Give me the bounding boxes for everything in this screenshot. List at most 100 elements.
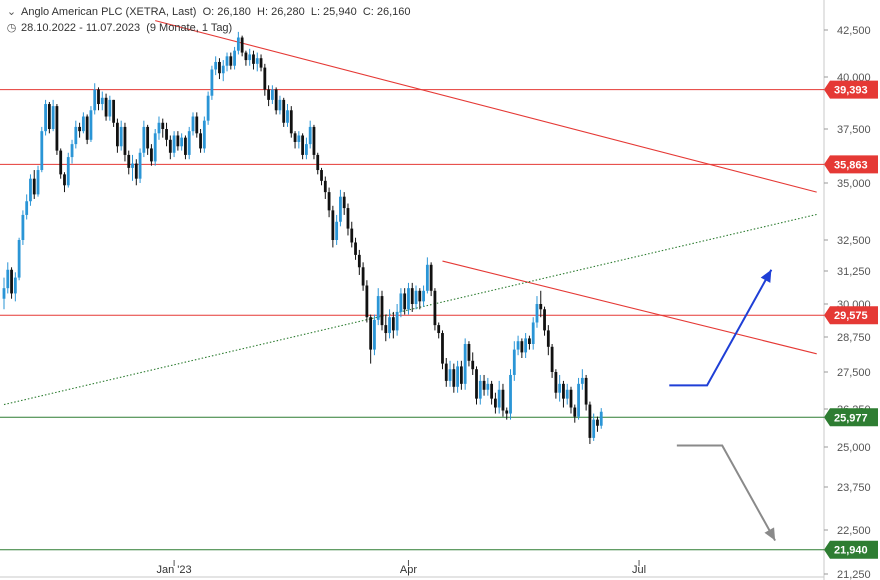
candle <box>180 133 184 151</box>
candle <box>588 401 592 444</box>
scenario-arrows <box>669 269 776 542</box>
candle-body <box>441 333 444 364</box>
candle <box>10 267 13 299</box>
candle <box>293 131 297 149</box>
candle <box>459 360 463 390</box>
candle <box>342 192 346 215</box>
candle-body <box>577 383 580 417</box>
candle <box>448 360 452 387</box>
candle-body <box>395 311 399 331</box>
candle-body <box>444 363 448 381</box>
candle <box>478 374 482 405</box>
candle <box>138 148 142 183</box>
candle-body <box>210 69 214 96</box>
candle <box>165 122 168 147</box>
candle <box>176 131 180 151</box>
candle-body <box>229 56 233 66</box>
candle <box>146 124 150 155</box>
candle <box>59 148 63 179</box>
candle <box>327 187 331 218</box>
level-price-labels: 39,393 35,863 29,575 25,977 21,940 <box>824 80 878 559</box>
candle <box>70 139 74 164</box>
candle <box>172 131 176 158</box>
candle <box>456 360 459 393</box>
candle <box>388 309 391 339</box>
candle-body <box>308 126 312 145</box>
level-label-box <box>824 540 878 559</box>
candle-body <box>354 242 357 255</box>
candle <box>467 341 471 367</box>
candle <box>376 288 380 326</box>
candle <box>195 112 199 138</box>
candle <box>569 386 573 414</box>
candle <box>573 404 577 423</box>
candle <box>452 363 456 393</box>
level-label-box <box>824 408 878 427</box>
candle <box>501 383 505 417</box>
candle <box>32 170 36 199</box>
candle-body <box>236 37 240 51</box>
level-label-resistance: 39,393 <box>824 80 878 99</box>
candle <box>403 288 407 315</box>
candle <box>63 172 66 193</box>
candle <box>399 288 403 318</box>
candle-body <box>81 116 85 132</box>
candle-body <box>195 116 199 134</box>
candle-body <box>418 290 422 302</box>
candle-body <box>270 89 274 100</box>
candle-body <box>161 122 165 129</box>
candle <box>339 189 342 227</box>
candle-body <box>346 208 350 229</box>
candle <box>214 56 218 76</box>
candle-body <box>123 126 127 155</box>
candle-body <box>342 196 346 209</box>
candle <box>380 290 384 331</box>
candle-body <box>286 110 289 123</box>
candle <box>51 99 55 132</box>
y-tick-label: 32,500 <box>837 235 871 247</box>
candle-body <box>592 419 596 438</box>
candle-body <box>490 383 494 399</box>
y-tick-label: 25,000 <box>837 442 871 454</box>
candle-body <box>554 372 558 393</box>
candle-body <box>373 319 376 350</box>
candle <box>286 104 289 127</box>
candle <box>444 358 448 387</box>
candle <box>278 95 282 115</box>
candle-body <box>97 89 100 105</box>
candle <box>494 392 497 414</box>
candle <box>97 87 100 111</box>
candle-body <box>365 285 369 318</box>
candle-body <box>335 221 339 240</box>
level-label-resistance: 29,575 <box>824 306 878 325</box>
candle-body <box>516 341 520 350</box>
candle-body <box>51 106 55 129</box>
candle-body <box>316 154 320 171</box>
candle <box>218 58 221 80</box>
candle <box>267 85 270 107</box>
candle <box>354 237 357 260</box>
level-label-text: 25,977 <box>834 412 868 424</box>
candle-body <box>475 369 478 399</box>
candle <box>539 290 543 318</box>
scenario-bearish-path <box>676 444 776 542</box>
candle-body <box>138 152 142 179</box>
candle-body <box>199 133 202 149</box>
candle-body <box>482 380 486 390</box>
candle <box>512 341 516 381</box>
candle <box>289 106 293 138</box>
candle-body <box>70 144 74 158</box>
candle <box>323 176 327 199</box>
candle <box>391 311 395 339</box>
candle-body <box>112 99 116 123</box>
candle-body <box>478 380 482 399</box>
candle-body <box>259 58 263 68</box>
candle-body <box>32 178 36 195</box>
candle-body <box>403 293 407 310</box>
chevron-down-icon[interactable]: ⌄ <box>6 6 17 18</box>
level-label-support: 25,977 <box>824 408 878 427</box>
candle <box>422 285 425 307</box>
candle-body <box>580 377 584 384</box>
candle-body <box>361 267 365 286</box>
